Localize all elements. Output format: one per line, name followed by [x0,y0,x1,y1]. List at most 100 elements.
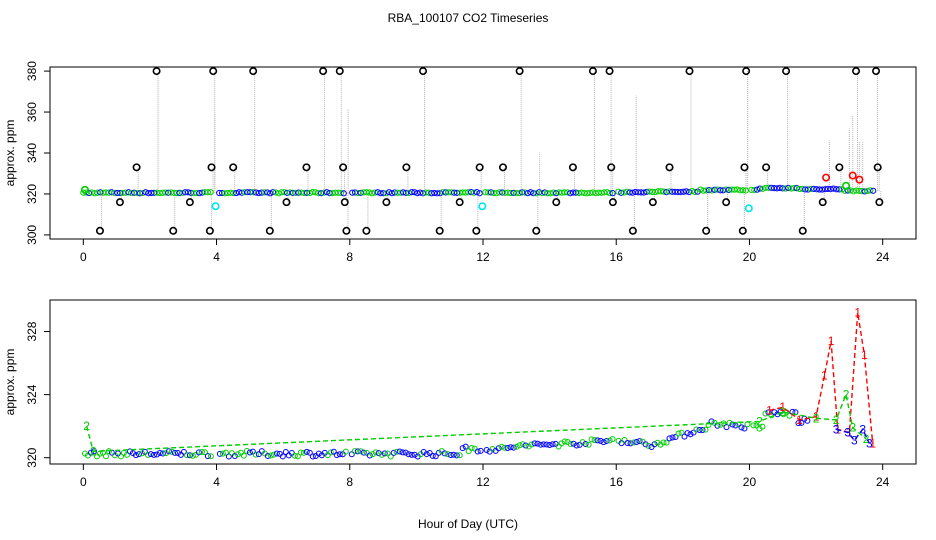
baseline-point [405,189,412,197]
bottom-plot-frame [49,299,917,465]
baseline-point [504,444,511,451]
baseline-point [615,188,622,195]
series-label-1: 1 [869,437,876,451]
top-y-tick-label: 380 [25,61,39,81]
series-label-1: 1 [828,334,835,348]
baseline-point [606,437,613,444]
baseline-point [91,190,98,197]
series-label-2: 2 [83,419,90,433]
baseline-point [249,448,256,455]
top-x-tick-label: 4 [213,250,220,264]
point-black-outliers [568,163,577,172]
series-label-1: 1 [861,348,868,362]
point-black-outliers [702,226,711,235]
baseline-point [690,429,697,436]
baseline-point [444,451,451,458]
point-black-outliers [762,163,771,172]
baseline-point [165,448,172,455]
point-black-outliers [207,163,216,172]
baseline-point [561,438,568,445]
bottom-x-tick-label: 8 [346,475,353,489]
baseline-point [693,426,700,433]
baseline-point [267,452,274,459]
baseline-point [237,449,244,456]
baseline-point [111,452,118,459]
baseline-point [351,448,358,455]
baseline-point [700,187,707,194]
bottom-x-tick-label: 16 [610,475,624,489]
baseline-point [156,189,163,197]
point-black-outliers [685,67,694,76]
baseline-point [448,189,455,196]
baseline-point [531,440,538,447]
baseline-point [465,189,472,196]
series-label-1: 1 [854,306,861,320]
baseline-point [171,449,178,456]
baseline-point [198,448,205,455]
series-label-2: 2 [90,444,97,458]
baseline-point [578,189,585,196]
top-x-tick-label: 20 [743,250,757,264]
baseline-point [471,445,478,452]
baseline-point [335,189,342,196]
top-grey-spikes [100,71,882,231]
baseline-point [558,440,565,447]
series-label-3: 3 [866,437,873,451]
baseline-point [99,449,106,456]
baseline-point [432,453,439,460]
baseline-point [141,448,148,455]
bottom-x-tick-label: 4 [213,475,220,489]
baseline-point [527,189,534,196]
baseline-point [119,189,127,197]
baseline-point [255,189,262,197]
point-red [822,173,831,182]
baseline-point [207,453,214,460]
baseline-point [636,438,643,445]
baseline-point [402,189,410,196]
baseline-point [429,452,436,459]
point-black-outliers [95,226,104,235]
baseline-point [156,450,163,457]
point-black-outliers [265,226,274,235]
baseline-point [411,451,418,458]
baseline-point [90,448,97,455]
baseline-point [513,443,520,450]
baseline-point [405,451,412,458]
bottom-y-tick-label: 320 [25,447,39,467]
baseline-point [435,449,442,456]
point-cyan [744,204,753,213]
point-cyan [211,202,220,211]
baseline-point [681,433,688,440]
series-label-2: 2 [833,413,840,427]
baseline-point [687,431,694,438]
bottom-x-tick-label: 12 [476,475,490,489]
baseline-point [142,189,149,196]
baseline-point [327,449,334,456]
point-black-outliers [340,198,349,207]
baseline-point [204,453,211,460]
baseline-point [663,439,670,446]
baseline-point [519,441,526,448]
baseline-point [147,451,154,458]
point-black-outliers [722,198,731,207]
baseline-point [465,448,472,455]
baseline-point [534,440,541,447]
baseline-point [87,449,94,456]
baseline-point [739,187,747,194]
series-label-2: 2 [756,414,763,428]
baseline-point [269,189,277,196]
baseline-point [261,189,268,196]
bottom-baseline-series [81,408,811,460]
baseline-point [861,188,868,195]
baseline-point [159,450,166,457]
baseline-point [591,437,598,444]
bottom-y-axis-label: approx. ppm [3,349,17,416]
baseline-point [399,449,406,456]
figure-title: RBA_100107 CO2 Timeseries [388,11,549,25]
baseline-point [126,448,133,455]
baseline-point [564,439,571,446]
baseline-point [867,187,874,194]
baseline-point [836,186,843,193]
series-label-1: 1 [821,369,828,383]
